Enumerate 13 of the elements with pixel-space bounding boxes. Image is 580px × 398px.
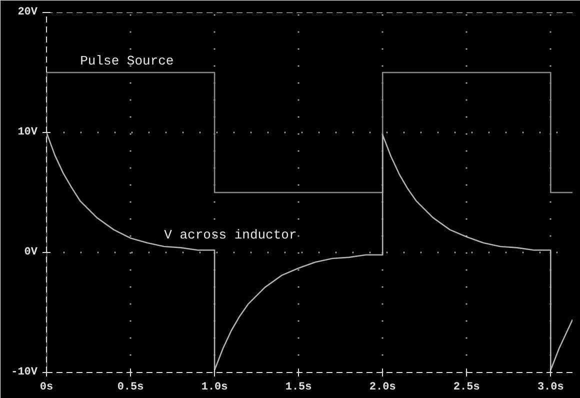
- x-tick-label: 0s: [40, 382, 54, 394]
- y-tick-label: 0V: [24, 246, 38, 258]
- annotation: V across inductor: [164, 228, 297, 242]
- x-tick-label: 2.0s: [369, 382, 396, 394]
- x-tick-label: 1.0s: [201, 382, 228, 394]
- x-tick-label: 2.5s: [453, 382, 480, 394]
- annotation: Pulse Source: [80, 54, 174, 68]
- y-tick-label: -10V: [11, 366, 38, 378]
- y-tick-label: 10V: [18, 126, 38, 138]
- x-tick-label: 3.0s: [537, 382, 564, 394]
- x-tick-label: 0.5s: [117, 382, 144, 394]
- x-tick-label: 1.5s: [285, 382, 312, 394]
- y-tick-label: 20V: [18, 6, 38, 18]
